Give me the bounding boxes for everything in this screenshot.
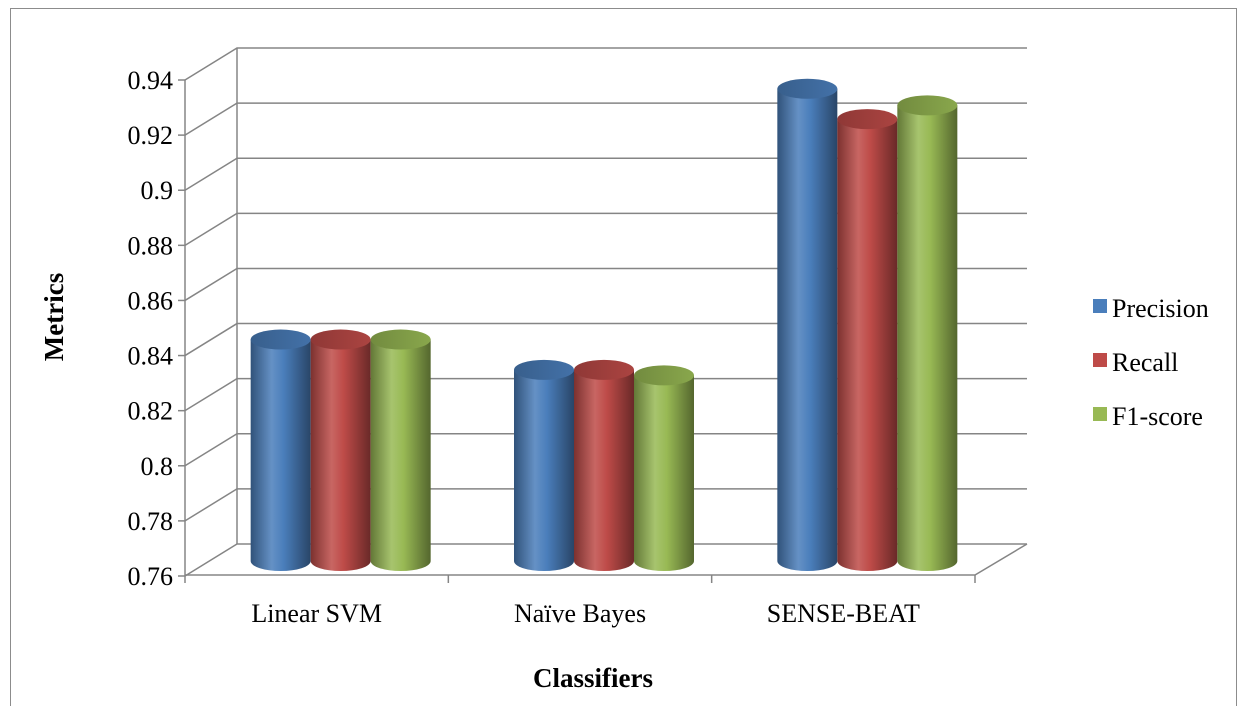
x-category-label: Naïve Bayes: [514, 599, 646, 628]
y-tick-label: 0.94: [128, 66, 174, 95]
gridline: [184, 543, 1027, 577]
gridline: [184, 212, 1027, 246]
bar: [514, 359, 574, 571]
y-tick-label: 0.8: [141, 452, 174, 481]
legend-item: Precision: [1093, 294, 1209, 323]
y-axis-ticks: 0.76 0.78 0.8 0.82 0.84 0.86 0.88 0.9 0.92 0.94: [128, 66, 185, 591]
gridline: [184, 47, 1027, 81]
bar: [574, 359, 634, 571]
gridline: [184, 322, 1027, 357]
gridlines: [184, 47, 1027, 577]
y-axis-title: Metrics: [39, 273, 69, 361]
gridline: [184, 433, 1027, 467]
bars: [250, 78, 958, 572]
bar: [837, 109, 898, 571]
chart-frame: [10, 8, 1237, 706]
gridline: [184, 157, 1027, 191]
y-tick-label: 0.88: [128, 231, 174, 260]
x-axis-title: Classifiers: [533, 663, 653, 693]
legend-swatch: [1093, 407, 1107, 421]
bar: [897, 95, 958, 571]
y-tick-label: 0.82: [128, 397, 174, 426]
y-tick-label: 0.76: [128, 562, 174, 591]
bar: [370, 329, 431, 571]
legend: Precision Recall F1-score: [1093, 294, 1209, 431]
legend-swatch: [1093, 353, 1107, 367]
y-tick-label: 0.9: [141, 176, 174, 205]
legend-swatch: [1093, 299, 1107, 313]
legend-label: Recall: [1112, 348, 1178, 377]
x-category-label: Linear SVM: [251, 599, 382, 628]
bar: [777, 78, 838, 572]
x-category-label: SENSE-BEAT: [767, 599, 920, 628]
gridline: [184, 377, 1027, 412]
legend-label: F1-score: [1112, 402, 1203, 431]
y-tick-label: 0.92: [128, 121, 174, 150]
legend-item: Recall: [1093, 348, 1178, 377]
y-tick-label: 0.86: [128, 286, 174, 315]
bar: [634, 365, 694, 571]
legend-label: Precision: [1112, 294, 1209, 323]
x-axis: Linear SVM Naïve Bayes SENSE-BEAT: [184, 575, 976, 628]
y-tick-label: 0.78: [128, 507, 174, 536]
bar: [250, 329, 311, 571]
gridline: [184, 488, 1027, 522]
bar: [310, 329, 371, 571]
y-tick-label: 0.84: [128, 342, 174, 371]
gridline: [184, 102, 1027, 136]
legend-item: F1-score: [1093, 402, 1203, 431]
gridline: [184, 267, 1027, 302]
